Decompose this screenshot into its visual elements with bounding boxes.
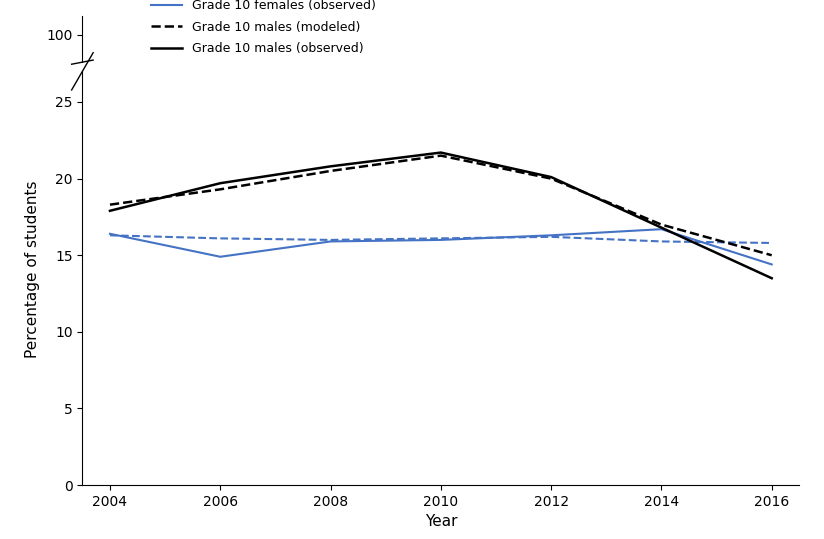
Legend: Grade 10 females (modeled), Grade 10 females (observed), Grade 10 males (modeled: Grade 10 females (modeled), Grade 10 fem… — [146, 0, 382, 60]
Text: Percentage of students: Percentage of students — [25, 181, 40, 358]
X-axis label: Year: Year — [424, 514, 457, 529]
